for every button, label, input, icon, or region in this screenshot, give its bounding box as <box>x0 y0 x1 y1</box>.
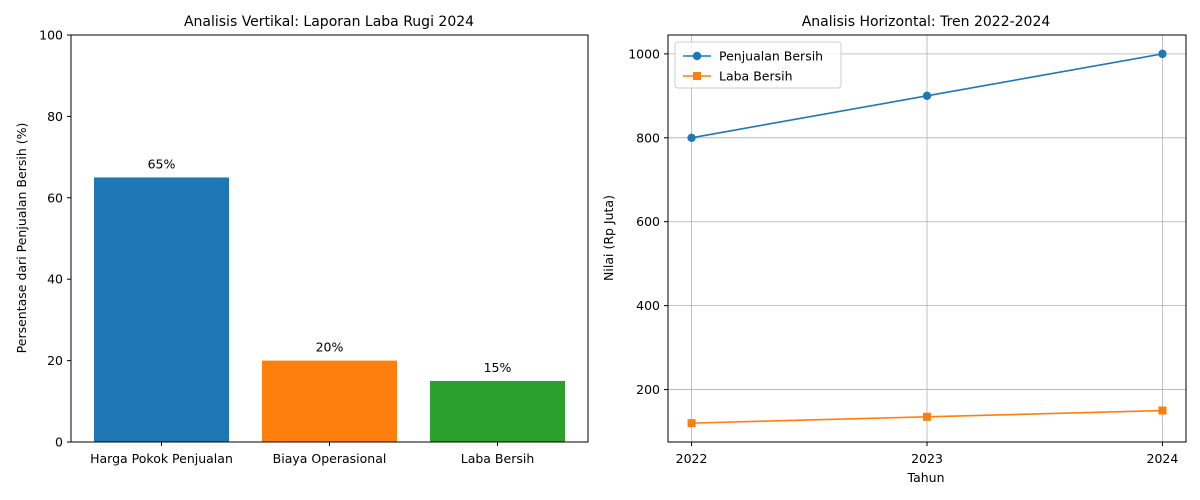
line-chart-x-ticks: 2022 2023 2024 <box>676 442 1179 466</box>
x-tick-label: Laba Bersih <box>461 451 535 466</box>
bar <box>94 177 229 442</box>
legend-marker <box>693 72 701 80</box>
x-tick-label: 2022 <box>676 451 708 466</box>
legend-entry: Penjualan Bersih <box>683 49 823 64</box>
horizontal-analysis-line-chart: Analisis Horizontal: Tren 2022-2024 Tahu… <box>601 14 1187 485</box>
legend-entry: Laba Bersih <box>683 69 793 84</box>
x-tick-label: 2024 <box>1147 451 1179 466</box>
data-point <box>687 419 696 428</box>
y-tick-label: 20 <box>47 353 63 368</box>
y-tick-label: 0 <box>55 435 63 450</box>
data-point <box>922 91 932 101</box>
series-penjualan-bersih <box>687 49 1167 142</box>
y-tick-label: 800 <box>636 130 660 145</box>
bar-chart-x-ticks: Harga Pokok Penjualan Biaya Operasional La… <box>90 442 534 466</box>
y-tick-label: 600 <box>636 214 660 229</box>
line-chart-title: Analisis Horizontal: Tren 2022-2024 <box>802 14 1051 30</box>
line-chart-legend: Penjualan Bersih Laba Bersih <box>674 41 842 89</box>
series-laba-bersih <box>687 406 1167 428</box>
x-tick-label: 2023 <box>911 451 943 466</box>
y-tick-label: 1000 <box>628 46 660 61</box>
line-chart-grid <box>668 35 1186 442</box>
y-tick-label: 80 <box>47 109 63 124</box>
vertical-analysis-bar-chart: Analisis Vertikal: Laporan Laba Rugi 202… <box>14 14 589 466</box>
data-point <box>1158 406 1167 415</box>
bar-chart-y-ticks: 0 20 40 60 80 100 <box>39 28 71 450</box>
legend-label: Penjualan Bersih <box>719 49 823 64</box>
x-tick-label: Harga Pokok Penjualan <box>90 451 233 466</box>
y-tick-label: 400 <box>636 298 660 313</box>
data-point <box>687 133 696 142</box>
bar-chart-plot-frame <box>70 34 589 443</box>
y-tick-label: 200 <box>636 382 660 397</box>
line-chart-plot-frame <box>667 34 1187 443</box>
data-point <box>1158 49 1167 59</box>
line-chart-series <box>687 49 1167 428</box>
line-chart-y-axis-label: Nilai (Rp Juta) <box>601 195 616 281</box>
bar-chart-title: Analisis Vertikal: Laporan Laba Rugi 202… <box>184 14 474 30</box>
bar-data-label: 15% <box>484 360 512 375</box>
y-tick-label: 100 <box>39 28 63 43</box>
data-point <box>923 412 931 421</box>
bar-chart-bars: 65% 20% 15% <box>94 156 565 442</box>
legend-box <box>674 41 842 89</box>
y-tick-label: 40 <box>47 272 63 287</box>
x-tick-label: Biaya Operasional <box>273 451 387 466</box>
legend-label: Laba Bersih <box>719 69 793 84</box>
y-tick-label: 60 <box>47 190 63 205</box>
bar-data-label: 65% <box>148 156 176 171</box>
bar-data-label: 20% <box>316 340 344 355</box>
bar <box>430 380 565 442</box>
legend-marker <box>692 51 702 61</box>
bar <box>262 360 397 442</box>
line-chart-y-ticks: 200 400 600 800 1000 <box>628 46 668 397</box>
bar-chart-y-axis-label: Persentase dari Penjualan Bersih (%) <box>14 123 29 354</box>
line-chart-x-axis-label: Tahun <box>907 470 945 485</box>
